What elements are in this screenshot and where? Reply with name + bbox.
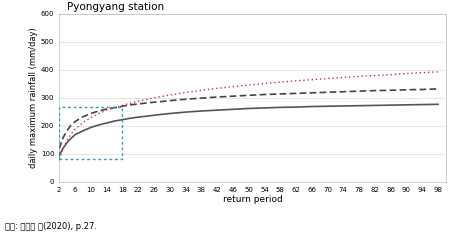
Text: 자료: 김의제 외(2020), p.27.: 자료: 김의제 외(2020), p.27. bbox=[5, 222, 96, 231]
Y-axis label: daily maximum rainfall (mm/day): daily maximum rainfall (mm/day) bbox=[29, 27, 38, 168]
Text: Pyongyang station: Pyongyang station bbox=[67, 2, 164, 12]
Legend: Sta_OBS_2020, Nonsta_OBS_2020, Nonsta_HadGEM2-CC_RCP85_2020: Sta_OBS_2020, Nonsta_OBS_2020, Nonsta_Ha… bbox=[96, 232, 409, 233]
Bar bbox=[59, 107, 122, 159]
X-axis label: return period: return period bbox=[222, 195, 283, 204]
